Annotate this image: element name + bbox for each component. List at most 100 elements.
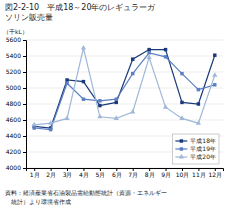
data-point <box>197 88 200 91</box>
data-point <box>65 81 68 84</box>
data-point <box>131 57 134 60</box>
x-tick-label: 7月 <box>128 171 138 178</box>
data-point <box>163 104 168 109</box>
x-tick-label: 6月 <box>112 171 122 178</box>
y-tick: 5600 <box>6 36 26 43</box>
data-point <box>98 104 101 107</box>
y-tick: 5200 <box>6 68 26 75</box>
tick-mark <box>23 120 26 121</box>
legend-item: 平成18年 <box>175 137 216 144</box>
tick-mark <box>23 104 26 105</box>
chart: 図2-2-10 平成18～20年のレギュラーガソリン販売量 （千kL） 1月 2月 3月… <box>0 0 229 210</box>
data-point <box>97 114 102 119</box>
tick-mark <box>23 152 26 153</box>
x-tick: 3月 <box>63 168 73 178</box>
y-tick-label: 4400 <box>6 132 21 139</box>
y-tick-label: 4600 <box>6 116 21 123</box>
data-point <box>115 101 118 104</box>
data-point <box>32 126 35 129</box>
legend-frame <box>172 134 219 164</box>
legend-marker <box>180 139 183 142</box>
series <box>32 45 218 126</box>
x-tick: 1月 <box>30 168 40 178</box>
x-tick: 9月 <box>161 168 171 178</box>
plot-area <box>32 45 218 131</box>
data-point <box>98 99 101 102</box>
data-point <box>213 83 216 86</box>
legend-label: 平成19年 <box>190 145 216 152</box>
x-tick: 2月 <box>46 168 56 178</box>
y-tick-label: 5400 <box>6 52 21 59</box>
data-point <box>81 45 86 50</box>
x-tick: 6月 <box>112 168 122 178</box>
legend-item: 平成19年 <box>175 145 216 152</box>
y-tick: 4200 <box>6 148 26 155</box>
x-tick: 10月 <box>176 168 190 178</box>
annotation: 資料：経済産業省石油製品需給動態統計（資源・エネルギー <box>5 189 167 197</box>
series <box>32 48 216 130</box>
tick-mark <box>23 40 26 41</box>
tick-mark <box>23 88 26 89</box>
x-tick-label: 11月 <box>192 171 206 178</box>
legend-item: 平成20年 <box>175 153 216 160</box>
y-tick-label: 5000 <box>6 84 21 91</box>
y-tick-label: 4000 <box>6 164 21 171</box>
legend: 平成18年平成19年平成20年 <box>172 134 219 164</box>
data-point <box>64 115 69 120</box>
grid-line <box>26 56 223 57</box>
data-point <box>82 97 85 100</box>
data-point <box>130 109 135 114</box>
y-tick: 4800 <box>6 100 26 107</box>
data-point <box>213 53 216 56</box>
y-tick-label: 5200 <box>6 68 21 75</box>
x-tick: 11月 <box>192 168 206 178</box>
data-point <box>164 55 167 58</box>
data-point <box>115 97 118 100</box>
data-point <box>114 115 119 120</box>
title: 図2-2-10 平成18～20年のレギュラーガ <box>5 3 156 12</box>
x-tick-label: 1月 <box>30 171 40 178</box>
y-tick: 4400 <box>6 132 26 139</box>
grid-line <box>26 120 223 121</box>
tick-mark <box>23 56 26 57</box>
data-point <box>179 115 184 120</box>
x-tick-label: 5月 <box>95 171 105 178</box>
x-tick-label: 2月 <box>46 171 56 178</box>
title: ソリン販売量 <box>5 13 53 22</box>
x-tick: 7月 <box>128 168 138 178</box>
data-point <box>146 55 151 60</box>
tick-mark <box>23 136 26 137</box>
legend-label: 平成18年 <box>190 137 216 144</box>
data-point <box>65 78 68 81</box>
annotation: 統計）より環境省作成 <box>5 198 71 206</box>
grid-line <box>26 88 223 89</box>
data-point <box>48 120 53 125</box>
series-line <box>34 53 215 130</box>
legend-marker <box>180 147 183 150</box>
legend-marker <box>179 154 184 159</box>
legend-label: 平成20年 <box>190 153 216 160</box>
x-tick-label: 4月 <box>79 171 89 178</box>
data-point <box>49 128 52 131</box>
grid-line <box>26 40 223 41</box>
x-tick-label: 9月 <box>161 171 171 178</box>
data-point <box>147 48 150 51</box>
data-point <box>196 120 201 125</box>
data-point <box>197 102 200 105</box>
data-point <box>131 72 134 75</box>
data-point <box>180 72 183 75</box>
series-line <box>34 50 215 128</box>
y-axis-label: （千kL） <box>3 28 28 36</box>
x-tick: 8月 <box>145 168 155 178</box>
y-tick: 4000 <box>6 164 26 171</box>
data-point <box>180 101 183 104</box>
grid <box>26 40 223 168</box>
x-tick-label: 8月 <box>145 171 155 178</box>
y-tick: 5400 <box>6 52 26 59</box>
x-tick-label: 3月 <box>63 171 73 178</box>
data-point <box>32 122 37 127</box>
data-point <box>147 51 150 54</box>
x-tick-label: 12月 <box>208 171 222 178</box>
y-tick-label: 5600 <box>6 36 21 43</box>
y-axis: 4000 4200 4400 4600 4800 5000 5200 5400 5600 <box>6 36 27 171</box>
